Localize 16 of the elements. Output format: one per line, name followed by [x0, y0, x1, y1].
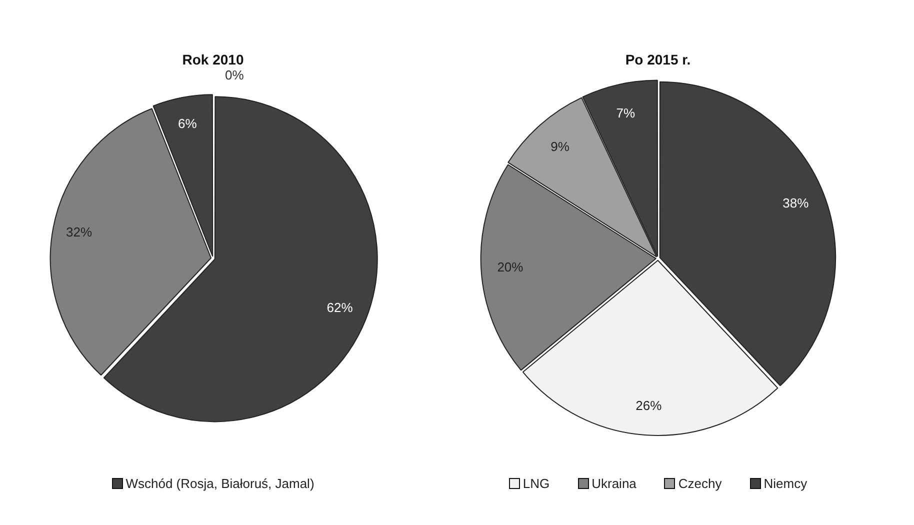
slice-label: LNG	[522, 476, 550, 491]
data-label: 9%	[550, 138, 570, 154]
data-label: 32%	[66, 224, 92, 240]
chart-title: Rok 2010	[182, 51, 244, 68]
data-label: 38%	[782, 195, 810, 210]
data-label: 7%	[616, 105, 636, 120]
data-label: 62%	[326, 300, 354, 316]
legend-label: Wschód (Rosja, Białoruś, Jamal)	[126, 476, 314, 491]
data-label: 20%	[497, 259, 524, 274]
chart-title: Po 2015 r.	[625, 51, 691, 68]
legend-label: Czechy	[678, 476, 722, 491]
legend-label: Ukraina	[592, 476, 636, 491]
legend-label: Niemcy	[764, 476, 808, 491]
data-label: 26%	[636, 398, 662, 413]
data-label: 6%	[178, 116, 198, 131]
text: 0%	[225, 67, 244, 82]
